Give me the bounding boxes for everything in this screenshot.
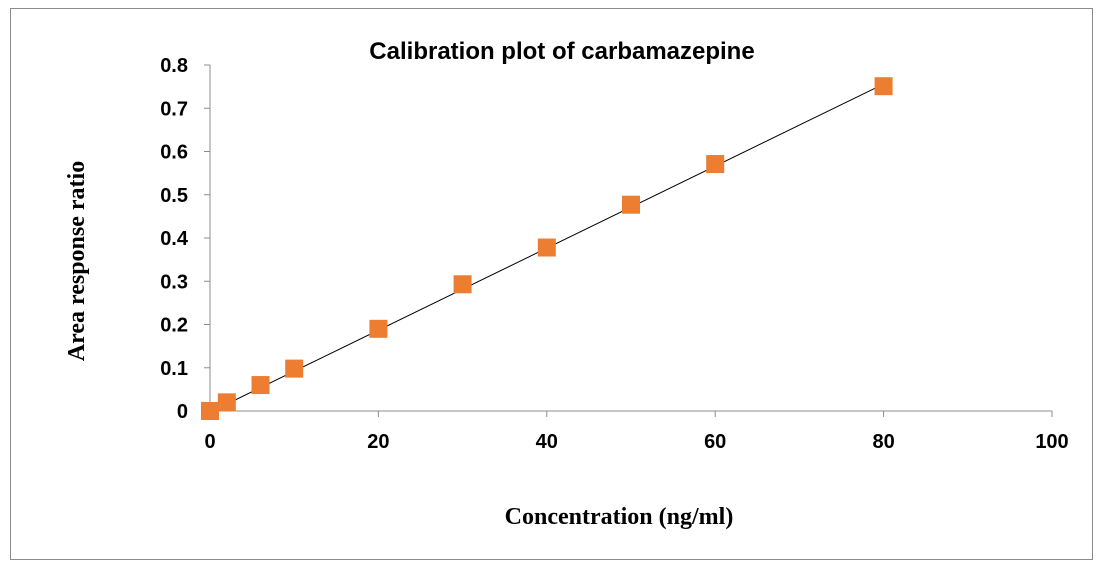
- data-point: [217, 393, 236, 412]
- y-axis-label: Area response ratio: [64, 161, 90, 361]
- y-tick-label: 0.3: [160, 271, 188, 293]
- x-tick-label: 0: [204, 431, 215, 453]
- data-point: [285, 359, 304, 378]
- chart-title: Calibration plot of carbamazepine: [369, 38, 754, 65]
- data-point: [201, 402, 219, 420]
- x-tick-label: 80: [872, 431, 894, 453]
- x-tick-label: 40: [536, 431, 558, 453]
- data-points: [201, 77, 893, 420]
- x-tick-label: 20: [367, 431, 389, 453]
- y-axis-ticks: 0 0.1 0.2 0.3 0.4 0.5 0.6 0.7 0.8: [160, 55, 210, 423]
- y-tick-label: 0: [177, 401, 188, 423]
- data-point: [622, 195, 640, 214]
- y-tick-label: 0.7: [160, 98, 188, 120]
- chart-frame: [10, 8, 1093, 560]
- x-tick-label: 100: [1035, 431, 1068, 453]
- data-point: [874, 77, 893, 96]
- y-tick-label: 0.1: [160, 358, 188, 380]
- y-tick-label: 0.5: [160, 185, 188, 207]
- x-tick-label: 60: [704, 431, 726, 453]
- data-point: [369, 319, 388, 338]
- y-tick-label: 0.6: [160, 142, 188, 164]
- y-tick-label: 0.8: [160, 55, 188, 77]
- data-point: [251, 376, 270, 395]
- y-tick-label: 0.2: [160, 315, 188, 337]
- data-point: [453, 275, 472, 294]
- x-axis-ticks: 0 20 40 60 80 100: [204, 411, 1069, 453]
- data-point: [537, 238, 556, 257]
- x-axis-label: Concentration (ng/ml): [505, 504, 734, 530]
- data-point: [706, 155, 725, 174]
- y-tick-label: 0.4: [160, 228, 189, 250]
